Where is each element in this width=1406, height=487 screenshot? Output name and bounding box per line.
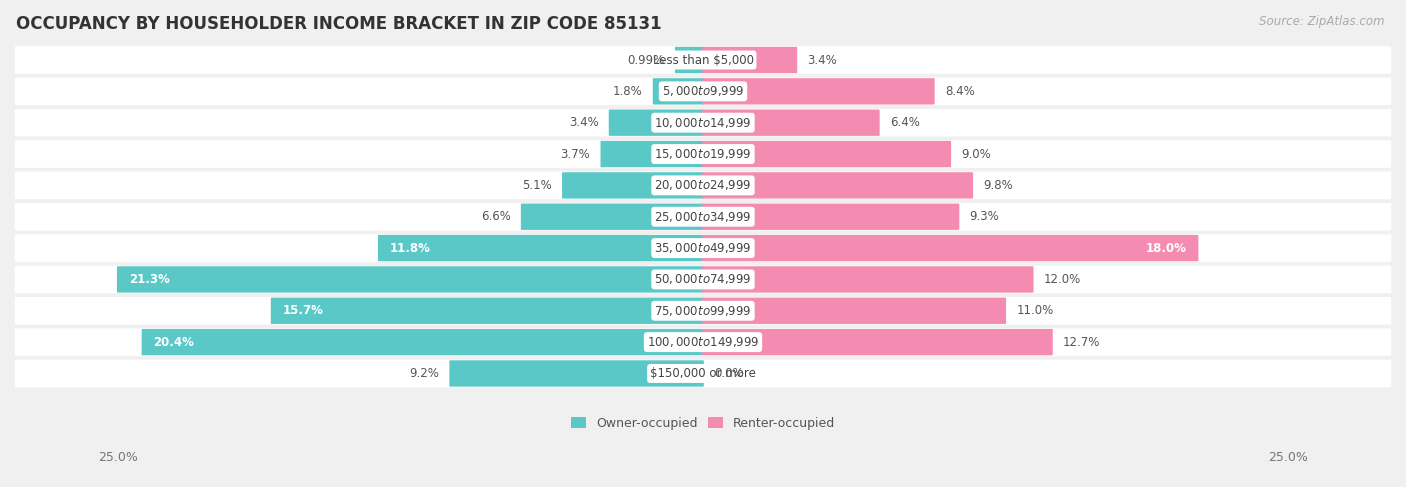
FancyBboxPatch shape (702, 141, 950, 167)
FancyBboxPatch shape (609, 110, 704, 136)
Text: 25.0%: 25.0% (1268, 451, 1308, 464)
Legend: Owner-occupied, Renter-occupied: Owner-occupied, Renter-occupied (567, 412, 839, 435)
Text: 25.0%: 25.0% (98, 451, 138, 464)
FancyBboxPatch shape (14, 297, 1392, 324)
FancyBboxPatch shape (14, 46, 1392, 74)
FancyBboxPatch shape (702, 172, 973, 199)
FancyBboxPatch shape (378, 235, 704, 261)
FancyBboxPatch shape (14, 265, 1392, 293)
Text: $10,000 to $14,999: $10,000 to $14,999 (654, 116, 752, 130)
FancyBboxPatch shape (702, 47, 797, 73)
FancyBboxPatch shape (675, 47, 704, 73)
Text: $35,000 to $49,999: $35,000 to $49,999 (654, 241, 752, 255)
Text: 21.3%: 21.3% (129, 273, 170, 286)
Text: 11.8%: 11.8% (389, 242, 430, 255)
Text: 3.4%: 3.4% (807, 54, 837, 67)
Text: $100,000 to $149,999: $100,000 to $149,999 (647, 335, 759, 349)
Text: $20,000 to $24,999: $20,000 to $24,999 (654, 178, 752, 192)
FancyBboxPatch shape (562, 172, 704, 199)
Text: $75,000 to $99,999: $75,000 to $99,999 (654, 304, 752, 318)
FancyBboxPatch shape (14, 77, 1392, 105)
Text: 9.3%: 9.3% (970, 210, 1000, 223)
Text: 0.99%: 0.99% (627, 54, 665, 67)
FancyBboxPatch shape (702, 110, 880, 136)
Text: 6.6%: 6.6% (481, 210, 510, 223)
FancyBboxPatch shape (520, 204, 704, 230)
FancyBboxPatch shape (450, 360, 704, 387)
Text: 3.4%: 3.4% (569, 116, 599, 129)
FancyBboxPatch shape (652, 78, 704, 105)
Text: 18.0%: 18.0% (1146, 242, 1187, 255)
FancyBboxPatch shape (14, 171, 1392, 199)
FancyBboxPatch shape (600, 141, 704, 167)
FancyBboxPatch shape (14, 328, 1392, 356)
Text: 9.8%: 9.8% (983, 179, 1012, 192)
Text: 5.1%: 5.1% (522, 179, 553, 192)
FancyBboxPatch shape (702, 235, 1198, 261)
FancyBboxPatch shape (702, 204, 959, 230)
Text: 15.7%: 15.7% (283, 304, 323, 317)
Text: 20.4%: 20.4% (153, 336, 194, 349)
Text: $150,000 or more: $150,000 or more (650, 367, 756, 380)
Text: 12.7%: 12.7% (1063, 336, 1101, 349)
Text: 9.0%: 9.0% (962, 148, 991, 161)
FancyBboxPatch shape (14, 203, 1392, 230)
FancyBboxPatch shape (702, 78, 935, 105)
FancyBboxPatch shape (14, 140, 1392, 168)
Text: $50,000 to $74,999: $50,000 to $74,999 (654, 272, 752, 286)
FancyBboxPatch shape (117, 266, 704, 293)
FancyBboxPatch shape (271, 298, 704, 324)
Text: Less than $5,000: Less than $5,000 (652, 54, 754, 67)
Text: $25,000 to $34,999: $25,000 to $34,999 (654, 210, 752, 224)
Text: OCCUPANCY BY HOUSEHOLDER INCOME BRACKET IN ZIP CODE 85131: OCCUPANCY BY HOUSEHOLDER INCOME BRACKET … (15, 15, 662, 33)
Text: 0.0%: 0.0% (714, 367, 744, 380)
FancyBboxPatch shape (702, 329, 1053, 356)
FancyBboxPatch shape (142, 329, 704, 356)
Text: $5,000 to $9,999: $5,000 to $9,999 (662, 84, 744, 98)
FancyBboxPatch shape (702, 266, 1033, 293)
Text: 11.0%: 11.0% (1017, 304, 1053, 317)
Text: 12.0%: 12.0% (1043, 273, 1081, 286)
Text: 6.4%: 6.4% (890, 116, 920, 129)
FancyBboxPatch shape (14, 109, 1392, 136)
Text: 1.8%: 1.8% (613, 85, 643, 98)
Text: Source: ZipAtlas.com: Source: ZipAtlas.com (1260, 15, 1385, 28)
FancyBboxPatch shape (14, 234, 1392, 262)
Text: 3.7%: 3.7% (561, 148, 591, 161)
FancyBboxPatch shape (702, 298, 1007, 324)
Text: $15,000 to $19,999: $15,000 to $19,999 (654, 147, 752, 161)
Text: 8.4%: 8.4% (945, 85, 974, 98)
FancyBboxPatch shape (14, 360, 1392, 387)
Text: 9.2%: 9.2% (409, 367, 439, 380)
